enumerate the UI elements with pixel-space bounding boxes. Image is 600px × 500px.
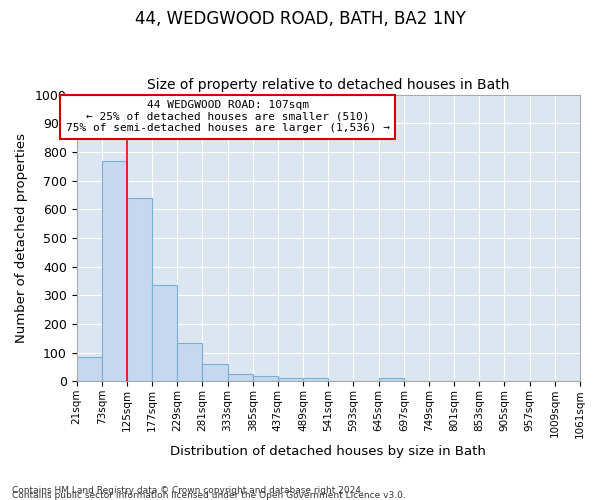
X-axis label: Distribution of detached houses by size in Bath: Distribution of detached houses by size … bbox=[170, 444, 486, 458]
Bar bbox=[379, 378, 404, 382]
Y-axis label: Number of detached properties: Number of detached properties bbox=[15, 133, 28, 343]
Bar bbox=[253, 376, 278, 382]
Text: Contains HM Land Registry data © Crown copyright and database right 2024.: Contains HM Land Registry data © Crown c… bbox=[12, 486, 364, 495]
Title: Size of property relative to detached houses in Bath: Size of property relative to detached ho… bbox=[147, 78, 509, 92]
Bar bbox=[77, 357, 102, 382]
Bar bbox=[127, 198, 152, 382]
Text: Contains public sector information licensed under the Open Government Licence v3: Contains public sector information licen… bbox=[12, 491, 406, 500]
Bar bbox=[102, 160, 127, 382]
Bar bbox=[227, 374, 253, 382]
Text: 44 WEDGWOOD ROAD: 107sqm
← 25% of detached houses are smaller (510)
75% of semi-: 44 WEDGWOOD ROAD: 107sqm ← 25% of detach… bbox=[65, 100, 389, 134]
Bar bbox=[278, 378, 303, 382]
Bar bbox=[202, 364, 227, 382]
Bar bbox=[177, 342, 202, 382]
Bar bbox=[303, 378, 328, 382]
Bar bbox=[152, 285, 177, 382]
Text: 44, WEDGWOOD ROAD, BATH, BA2 1NY: 44, WEDGWOOD ROAD, BATH, BA2 1NY bbox=[134, 10, 466, 28]
